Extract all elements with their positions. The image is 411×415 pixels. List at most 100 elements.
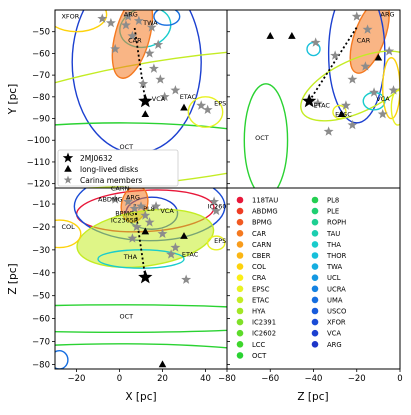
y-axis-label-bottom: Z [pc] [7, 263, 19, 294]
group-legend-dot-thor [311, 252, 319, 259]
group-ellipse-oct [55, 122, 227, 130]
trace-line-xz [133, 203, 147, 278]
group-legend-dot-uma [311, 296, 319, 304]
long-lived-disk-triangle [337, 110, 346, 117]
group-legend-label-col: COL [252, 263, 266, 271]
group-legend-dot-ic2602 [236, 329, 244, 337]
group-legend-label-xfor: XFOR [327, 319, 346, 327]
long-lived-disk-triangle [141, 110, 150, 117]
carina-member-star [144, 48, 155, 58]
carina-member-star [330, 50, 341, 60]
carina-member-star [155, 74, 166, 84]
group-legend-dot-cber [236, 252, 244, 259]
group-legend-dot-ic2391 [236, 318, 244, 326]
group-legend-dot-twa [311, 263, 319, 270]
group-label-ic2365r: IC2365R [111, 216, 139, 224]
y-axis-label-top: Y [pc] [7, 84, 19, 115]
group-label-oct: OCT [120, 143, 134, 151]
group-label-etac: ETAC [180, 93, 197, 101]
trace-line-zy [308, 26, 358, 102]
group-legend-dot-col [236, 263, 244, 270]
group-legend-label-lcc: LCC [252, 341, 266, 349]
carina-member-star [347, 74, 358, 84]
axes-frames-layer: −50 −60 −70 −80 −90 −100 −110 −120 −10 −20 −30 −40 −… [7, 9, 403, 403]
group-label-arg: ARG [124, 11, 138, 19]
group-legend-label-118tau: 118TAU [252, 197, 278, 205]
x-tick-label: −80 [218, 374, 236, 384]
y-tick-label: −110 [27, 158, 50, 168]
y-tick-label: −50 [32, 292, 50, 302]
carina-member-star [146, 22, 157, 32]
group-legend-label-tha: THA [326, 241, 341, 249]
carina-member-star [105, 17, 116, 28]
lines-xz [133, 203, 147, 278]
carina-member-star [377, 109, 388, 119]
x-tick-label: 20 [157, 374, 168, 384]
group-legend-dot-oct [236, 352, 244, 359]
long-lived-disk-triangle [374, 53, 383, 61]
trace-line-xy [133, 27, 147, 102]
group-legend-label-cra: CRA [252, 274, 266, 282]
carina-member-star [209, 196, 220, 206]
carina-member-star [123, 196, 134, 206]
y-tick-label: −70 [32, 71, 50, 81]
group-legend-dot-xfor [311, 318, 319, 326]
group-label-oct: OCT [120, 313, 134, 321]
group-legend-dot-epsc [236, 285, 244, 293]
carina-member-star [323, 126, 334, 136]
long-lived-disk-triangle [158, 360, 167, 368]
group-ellipse-vca [327, 10, 386, 124]
y-tick-label: −90 [32, 115, 50, 125]
group-label-arg: ARG [381, 11, 395, 19]
y-tick-label: −20 [32, 223, 50, 233]
carina-member-star [138, 78, 149, 89]
series-legend-label: long-lived disks [80, 165, 138, 174]
long-lived-disk-triangle [288, 32, 296, 39]
group-label-car: CAR [357, 37, 371, 45]
group-label-bpmg: BPMG [115, 209, 134, 217]
group-legend-label-abdmg: ABDMG [252, 208, 278, 216]
long-lived-disk-triangle [266, 32, 275, 39]
series-legend-label: 2MJ0632 [80, 154, 113, 163]
group-legend-dot-ucl [311, 274, 319, 282]
points-layer [97, 11, 399, 368]
connection-lines-layer [133, 26, 358, 278]
group-legend-label-arg: ARG [327, 341, 342, 349]
x-tick-label: −20 [68, 374, 86, 384]
group-legend-label-thor: THOR [326, 252, 347, 260]
lines-zy [308, 26, 358, 102]
carina-member-star [369, 87, 379, 97]
x-tick-label: 40 [200, 374, 211, 384]
group-ellipse-epsc [390, 89, 400, 126]
group-legend-dot-pl8 [311, 196, 319, 204]
carina-member-star [140, 210, 151, 220]
group-legend-label-etac: ETAC [252, 296, 269, 304]
group-legend-label-roph: ROPH [327, 219, 346, 227]
points-xy [97, 11, 213, 183]
carina-member-star [131, 221, 142, 232]
group-label-car: CAR [128, 37, 142, 45]
group-label-vca: VCA [160, 207, 174, 215]
group-legend-label-ucra: UCRA [327, 285, 346, 293]
group-label-epsc: EPSC [335, 110, 352, 118]
group-legend-dot-ple [311, 207, 319, 215]
x-tick-label: −60 [261, 374, 279, 384]
group-legend-label-cber: CBER [252, 252, 271, 260]
legends-layer: 2MJ0632 long-lived disks Carina members 118… [57, 149, 347, 360]
series-legend-label: Carina members [80, 176, 142, 185]
long-lived-disk-triangle [180, 103, 188, 111]
group-ellipse-epsc [187, 96, 224, 128]
group-label-oct: OCT [255, 134, 269, 142]
y-tick-label: −100 [27, 136, 50, 146]
group-legend-label-usco: USCO [327, 308, 346, 316]
group-legend-dot-hya [236, 307, 244, 315]
x-tick-label: −40 [305, 374, 323, 384]
group-ellipse-etac [55, 47, 227, 188]
carina-member-star [127, 233, 138, 243]
group-legend-label-ple: PLE [327, 208, 339, 216]
group-ellipse-oct [55, 304, 227, 334]
carina-member-star [148, 63, 159, 73]
group-ellipse-etac [300, 50, 400, 122]
group-label-ic260: IC260 [208, 203, 227, 211]
points-xz [110, 194, 222, 368]
